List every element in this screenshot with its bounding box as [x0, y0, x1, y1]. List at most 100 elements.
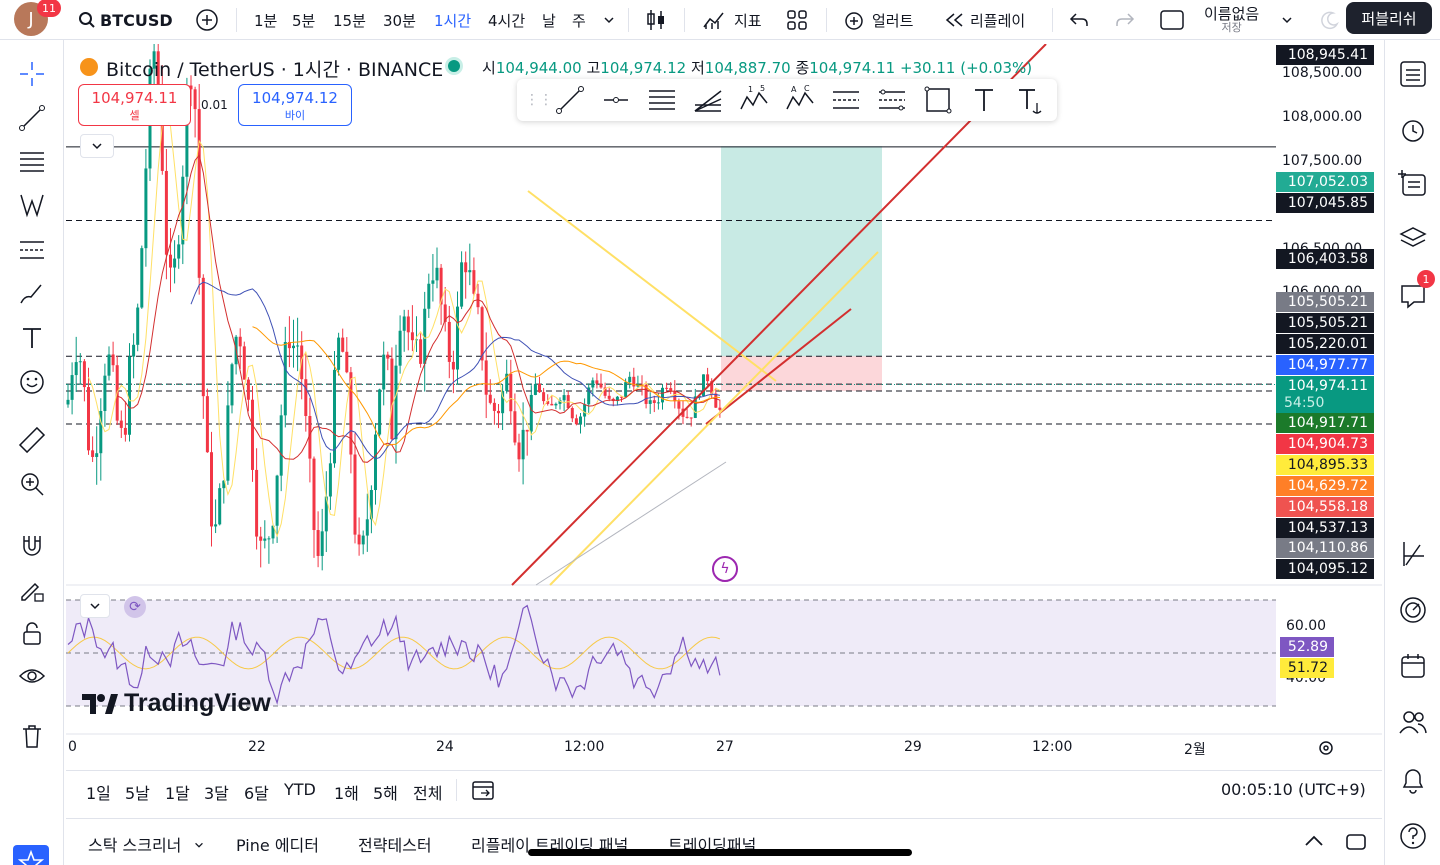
range-3m[interactable]: 3달 — [204, 784, 229, 803]
help-button[interactable] — [1393, 816, 1433, 856]
trendline-icon[interactable] — [555, 85, 585, 115]
price-range-icon[interactable] — [877, 85, 907, 115]
trading-ideas-button[interactable] — [1393, 534, 1433, 574]
candle-body — [103, 375, 107, 411]
divider — [456, 779, 457, 801]
layout-save-button[interactable]: 이름없음 저장 — [1204, 0, 1259, 40]
sell-button[interactable]: 104,974.11 셀 — [78, 84, 191, 126]
interval-4h[interactable]: 4시간 — [488, 11, 526, 30]
ruler-icon — [18, 426, 46, 454]
horizontal-ray-icon[interactable] — [601, 85, 631, 115]
range-all[interactable]: 전체 — [413, 784, 443, 803]
rectangle-icon[interactable] — [923, 85, 953, 115]
notifications-button[interactable] — [1393, 760, 1433, 800]
magnet-tool[interactable] — [12, 528, 52, 564]
interval-day[interactable]: 날 — [542, 11, 556, 30]
chats-button[interactable]: 1 — [1393, 270, 1435, 316]
candle-body — [702, 374, 705, 396]
calendar-button[interactable] — [1393, 646, 1433, 686]
fib-tool[interactable] — [12, 144, 52, 180]
emoji-tool[interactable] — [12, 364, 52, 400]
tab-strategy-tester[interactable]: 전략테스터 — [358, 836, 432, 855]
parallel-channel-icon[interactable] — [647, 85, 677, 115]
range-1m[interactable]: 1달 — [165, 784, 190, 803]
zoom-in-icon — [21, 473, 44, 496]
object-tree-button[interactable] — [1393, 218, 1433, 258]
clock-timezone[interactable]: 00:05:10 (UTC+9) — [1221, 780, 1366, 799]
panel-expand-button[interactable] — [1302, 831, 1326, 855]
layout-dropdown[interactable] — [1280, 0, 1294, 40]
date-range-icon[interactable] — [831, 85, 861, 115]
alert-button[interactable]: 얼러트 — [842, 0, 913, 40]
interval-30m[interactable]: 30분 — [383, 11, 416, 30]
tradingview-logo[interactable]: TradingView — [82, 689, 271, 718]
range-5y[interactable]: 5해 — [373, 784, 398, 803]
brush-tool[interactable] — [12, 276, 52, 312]
hide-drawings-tool[interactable] — [12, 658, 52, 694]
chart-pane[interactable]: Bitcoin / TetherUS · 1시간 · BINANCE 시104,… — [66, 44, 1382, 806]
undo-button[interactable] — [1068, 0, 1090, 40]
alerts-panel-button[interactable] — [1393, 110, 1433, 150]
interval-week[interactable]: 주 — [572, 11, 586, 30]
favorites-button[interactable] — [13, 845, 49, 865]
range-ytd[interactable]: YTD — [284, 780, 316, 799]
rsi-collapse-button[interactable] — [80, 594, 110, 618]
range-5d[interactable]: 5날 — [125, 784, 150, 803]
layouts-button[interactable] — [786, 0, 808, 40]
community-button[interactable] — [1393, 702, 1433, 742]
interval-1h[interactable]: 1시간 — [434, 11, 472, 30]
candle-body — [706, 374, 710, 382]
drag-handle-icon[interactable]: ⋮⋮ — [525, 92, 553, 108]
symbol-search[interactable]: BTCUSD — [78, 0, 173, 40]
symbol-legend[interactable]: Bitcoin / TetherUS · 1시간 · BINANCE — [80, 55, 443, 82]
interval-15m[interactable]: 15분 — [333, 11, 366, 30]
zoom-tool[interactable] — [12, 466, 52, 502]
anchored-text-icon[interactable] — [1015, 85, 1045, 115]
candle-body — [685, 416, 689, 418]
candle-body — [579, 416, 582, 425]
tab-pine-editor[interactable]: Pine 에디터 — [236, 836, 319, 855]
stay-drawing-tool[interactable] — [12, 572, 52, 608]
chart-settings-button[interactable] — [1316, 738, 1336, 762]
crosshair-tool[interactable] — [12, 56, 52, 92]
range-1d[interactable]: 1일 — [86, 784, 111, 803]
ma-mid-line — [117, 154, 721, 463]
candle-body — [587, 387, 591, 405]
range-6m[interactable]: 6달 — [244, 784, 269, 803]
alert-label: 얼러트 — [872, 11, 914, 30]
legend-collapse-button[interactable] — [80, 134, 114, 158]
interval-1m[interactable]: 1분 — [254, 11, 278, 30]
trendline-tool[interactable] — [12, 100, 52, 136]
goto-date-button[interactable] — [471, 778, 497, 806]
fib-fan-icon[interactable] — [693, 85, 723, 115]
measure-tool[interactable] — [12, 422, 52, 458]
range-1y[interactable]: 1해 — [334, 784, 359, 803]
panel-maximize-button[interactable] — [1344, 831, 1368, 857]
data-window-button[interactable] — [1393, 164, 1433, 204]
publish-button[interactable]: 퍼블리쉬 — [1346, 2, 1432, 34]
compare-button[interactable] — [195, 0, 219, 40]
tab-stock-screener[interactable]: 스탁 스크리너 — [88, 832, 205, 856]
lightning-icon[interactable]: ϟ — [712, 556, 738, 582]
lock-drawings-tool[interactable] — [12, 616, 52, 652]
price-chart[interactable] — [66, 44, 1382, 806]
indicators-button[interactable]: 지표 — [702, 0, 762, 40]
pattern-tool[interactable] — [12, 188, 52, 224]
text-tool[interactable] — [12, 320, 52, 356]
text-icon[interactable] — [969, 85, 999, 115]
buy-button[interactable]: 104,974.12 바이 — [238, 84, 352, 126]
remove-drawings-tool[interactable] — [12, 718, 52, 754]
replay-button[interactable]: 리플레이 — [944, 0, 1025, 40]
interval-dropdown[interactable] — [602, 0, 616, 40]
theme-toggle[interactable] — [1320, 0, 1340, 40]
forecast-tool[interactable] — [12, 232, 52, 268]
watchlist-button[interactable] — [1393, 54, 1433, 94]
rsi-reload-icon[interactable]: ⟳ — [124, 596, 146, 618]
interval-5m[interactable]: 5분 — [292, 11, 316, 30]
fullscreen-button[interactable] — [1159, 0, 1185, 40]
streams-button[interactable] — [1393, 590, 1433, 630]
redo-button[interactable] — [1114, 0, 1136, 40]
chart-type-button[interactable] — [645, 0, 667, 40]
